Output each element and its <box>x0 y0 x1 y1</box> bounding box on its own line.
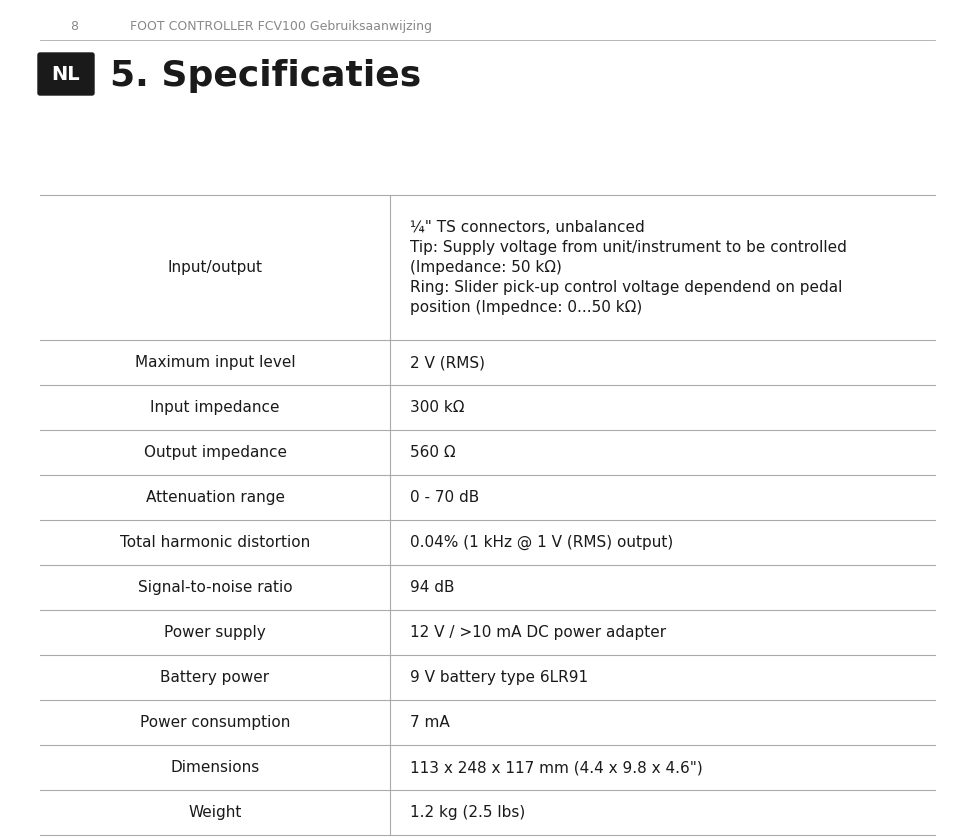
Text: (Impedance: 50 kΩ): (Impedance: 50 kΩ) <box>410 260 562 275</box>
Text: FOOT CONTROLLER FCV100 Gebruiksaanwijzing: FOOT CONTROLLER FCV100 Gebruiksaanwijzin… <box>130 20 432 33</box>
Text: 560 Ω: 560 Ω <box>410 445 456 460</box>
Text: 9 V battery type 6LR91: 9 V battery type 6LR91 <box>410 670 588 685</box>
Text: 0 - 70 dB: 0 - 70 dB <box>410 490 479 505</box>
Text: 0.04% (1 kHz @ 1 V (RMS) output): 0.04% (1 kHz @ 1 V (RMS) output) <box>410 535 673 550</box>
Text: Dimensions: Dimensions <box>170 760 259 775</box>
Text: Maximum input level: Maximum input level <box>134 355 296 370</box>
Text: Input/output: Input/output <box>167 260 262 275</box>
Text: Output impedance: Output impedance <box>143 445 286 460</box>
Text: 8: 8 <box>70 20 78 33</box>
Text: 1.2 kg (2.5 lbs): 1.2 kg (2.5 lbs) <box>410 805 525 820</box>
Text: Ring: Slider pick-up control voltage dependend on pedal: Ring: Slider pick-up control voltage dep… <box>410 280 842 295</box>
FancyBboxPatch shape <box>38 53 94 95</box>
Text: ¼" TS connectors, unbalanced: ¼" TS connectors, unbalanced <box>410 220 645 235</box>
Text: 94 dB: 94 dB <box>410 580 454 595</box>
Text: Input impedance: Input impedance <box>151 400 279 415</box>
Text: 7 mA: 7 mA <box>410 715 449 730</box>
Text: Signal-to-noise ratio: Signal-to-noise ratio <box>137 580 292 595</box>
Text: Power consumption: Power consumption <box>140 715 290 730</box>
Text: Weight: Weight <box>188 805 242 820</box>
Text: Battery power: Battery power <box>160 670 270 685</box>
Text: Total harmonic distortion: Total harmonic distortion <box>120 535 310 550</box>
Text: 113 x 248 x 117 mm (4.4 x 9.8 x 4.6"): 113 x 248 x 117 mm (4.4 x 9.8 x 4.6") <box>410 760 703 775</box>
Text: position (Impednce: 0...50 kΩ): position (Impednce: 0...50 kΩ) <box>410 300 642 315</box>
Text: 2 V (RMS): 2 V (RMS) <box>410 355 485 370</box>
Text: NL: NL <box>52 65 81 84</box>
Text: 300 kΩ: 300 kΩ <box>410 400 465 415</box>
Text: Attenuation range: Attenuation range <box>146 490 284 505</box>
Text: 12 V / >10 mA DC power adapter: 12 V / >10 mA DC power adapter <box>410 625 666 640</box>
Text: Tip: Supply voltage from unit/instrument to be controlled: Tip: Supply voltage from unit/instrument… <box>410 240 847 255</box>
Text: 5. Specificaties: 5. Specificaties <box>110 59 421 93</box>
Text: Power supply: Power supply <box>164 625 266 640</box>
